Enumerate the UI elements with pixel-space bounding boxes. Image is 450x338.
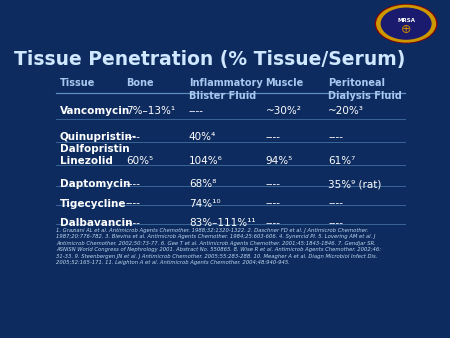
Circle shape bbox=[381, 8, 431, 39]
Text: MRSA: MRSA bbox=[397, 18, 415, 23]
Text: 104%⁶: 104%⁶ bbox=[189, 156, 223, 166]
Text: ----: ---- bbox=[328, 132, 343, 142]
Text: ----: ---- bbox=[126, 218, 141, 228]
Text: ⊕: ⊕ bbox=[401, 23, 411, 36]
Text: Quinupristin-
Dalfopristin: Quinupristin- Dalfopristin bbox=[60, 132, 137, 154]
Text: ----: ---- bbox=[266, 179, 280, 189]
Text: ----: ---- bbox=[328, 218, 343, 228]
Text: 68%⁸: 68%⁸ bbox=[189, 179, 216, 189]
Text: Daptomycin: Daptomycin bbox=[60, 179, 130, 189]
Text: 94%⁵: 94%⁵ bbox=[266, 156, 293, 166]
Text: 40%⁴: 40%⁴ bbox=[189, 132, 216, 142]
Text: 1. Graziani AL et al. Antimicrob Agents Chemother. 1988;32:1320-1322. 2. Daschne: 1. Graziani AL et al. Antimicrob Agents … bbox=[56, 228, 381, 265]
Text: 35%⁹ (rat): 35%⁹ (rat) bbox=[328, 179, 382, 189]
Text: 61%⁷: 61%⁷ bbox=[328, 156, 356, 166]
Text: ----: ---- bbox=[266, 132, 280, 142]
Text: Peritoneal
Dialysis Fluid: Peritoneal Dialysis Fluid bbox=[328, 78, 402, 101]
Text: 83%–111%¹¹: 83%–111%¹¹ bbox=[189, 218, 256, 228]
Text: 60%⁵: 60%⁵ bbox=[126, 156, 153, 166]
Circle shape bbox=[377, 5, 436, 42]
Circle shape bbox=[375, 5, 437, 43]
Text: Tissue: Tissue bbox=[60, 78, 95, 88]
Text: ----: ---- bbox=[126, 132, 141, 142]
Text: ----: ---- bbox=[189, 105, 204, 116]
Text: 74%¹⁰: 74%¹⁰ bbox=[189, 198, 220, 209]
Text: Dalbavancin: Dalbavancin bbox=[60, 218, 132, 228]
Text: ----: ---- bbox=[126, 198, 141, 209]
Text: ----: ---- bbox=[266, 198, 280, 209]
Text: Bone: Bone bbox=[126, 78, 153, 88]
Text: 7%–13%¹: 7%–13%¹ bbox=[126, 105, 175, 116]
Text: Tigecycline: Tigecycline bbox=[60, 198, 126, 209]
Text: Vancomycin: Vancomycin bbox=[60, 105, 130, 116]
Text: Tissue Penetration (% Tissue/Serum): Tissue Penetration (% Tissue/Serum) bbox=[14, 50, 405, 69]
Text: ----: ---- bbox=[126, 179, 141, 189]
Text: ~20%³: ~20%³ bbox=[328, 105, 364, 116]
Text: ----: ---- bbox=[328, 198, 343, 209]
Text: Inflammatory
Blister Fluid: Inflammatory Blister Fluid bbox=[189, 78, 262, 101]
Text: Muscle: Muscle bbox=[266, 78, 304, 88]
Text: Linezolid: Linezolid bbox=[60, 156, 112, 166]
Text: ----: ---- bbox=[266, 218, 280, 228]
Text: ~30%²: ~30%² bbox=[266, 105, 302, 116]
